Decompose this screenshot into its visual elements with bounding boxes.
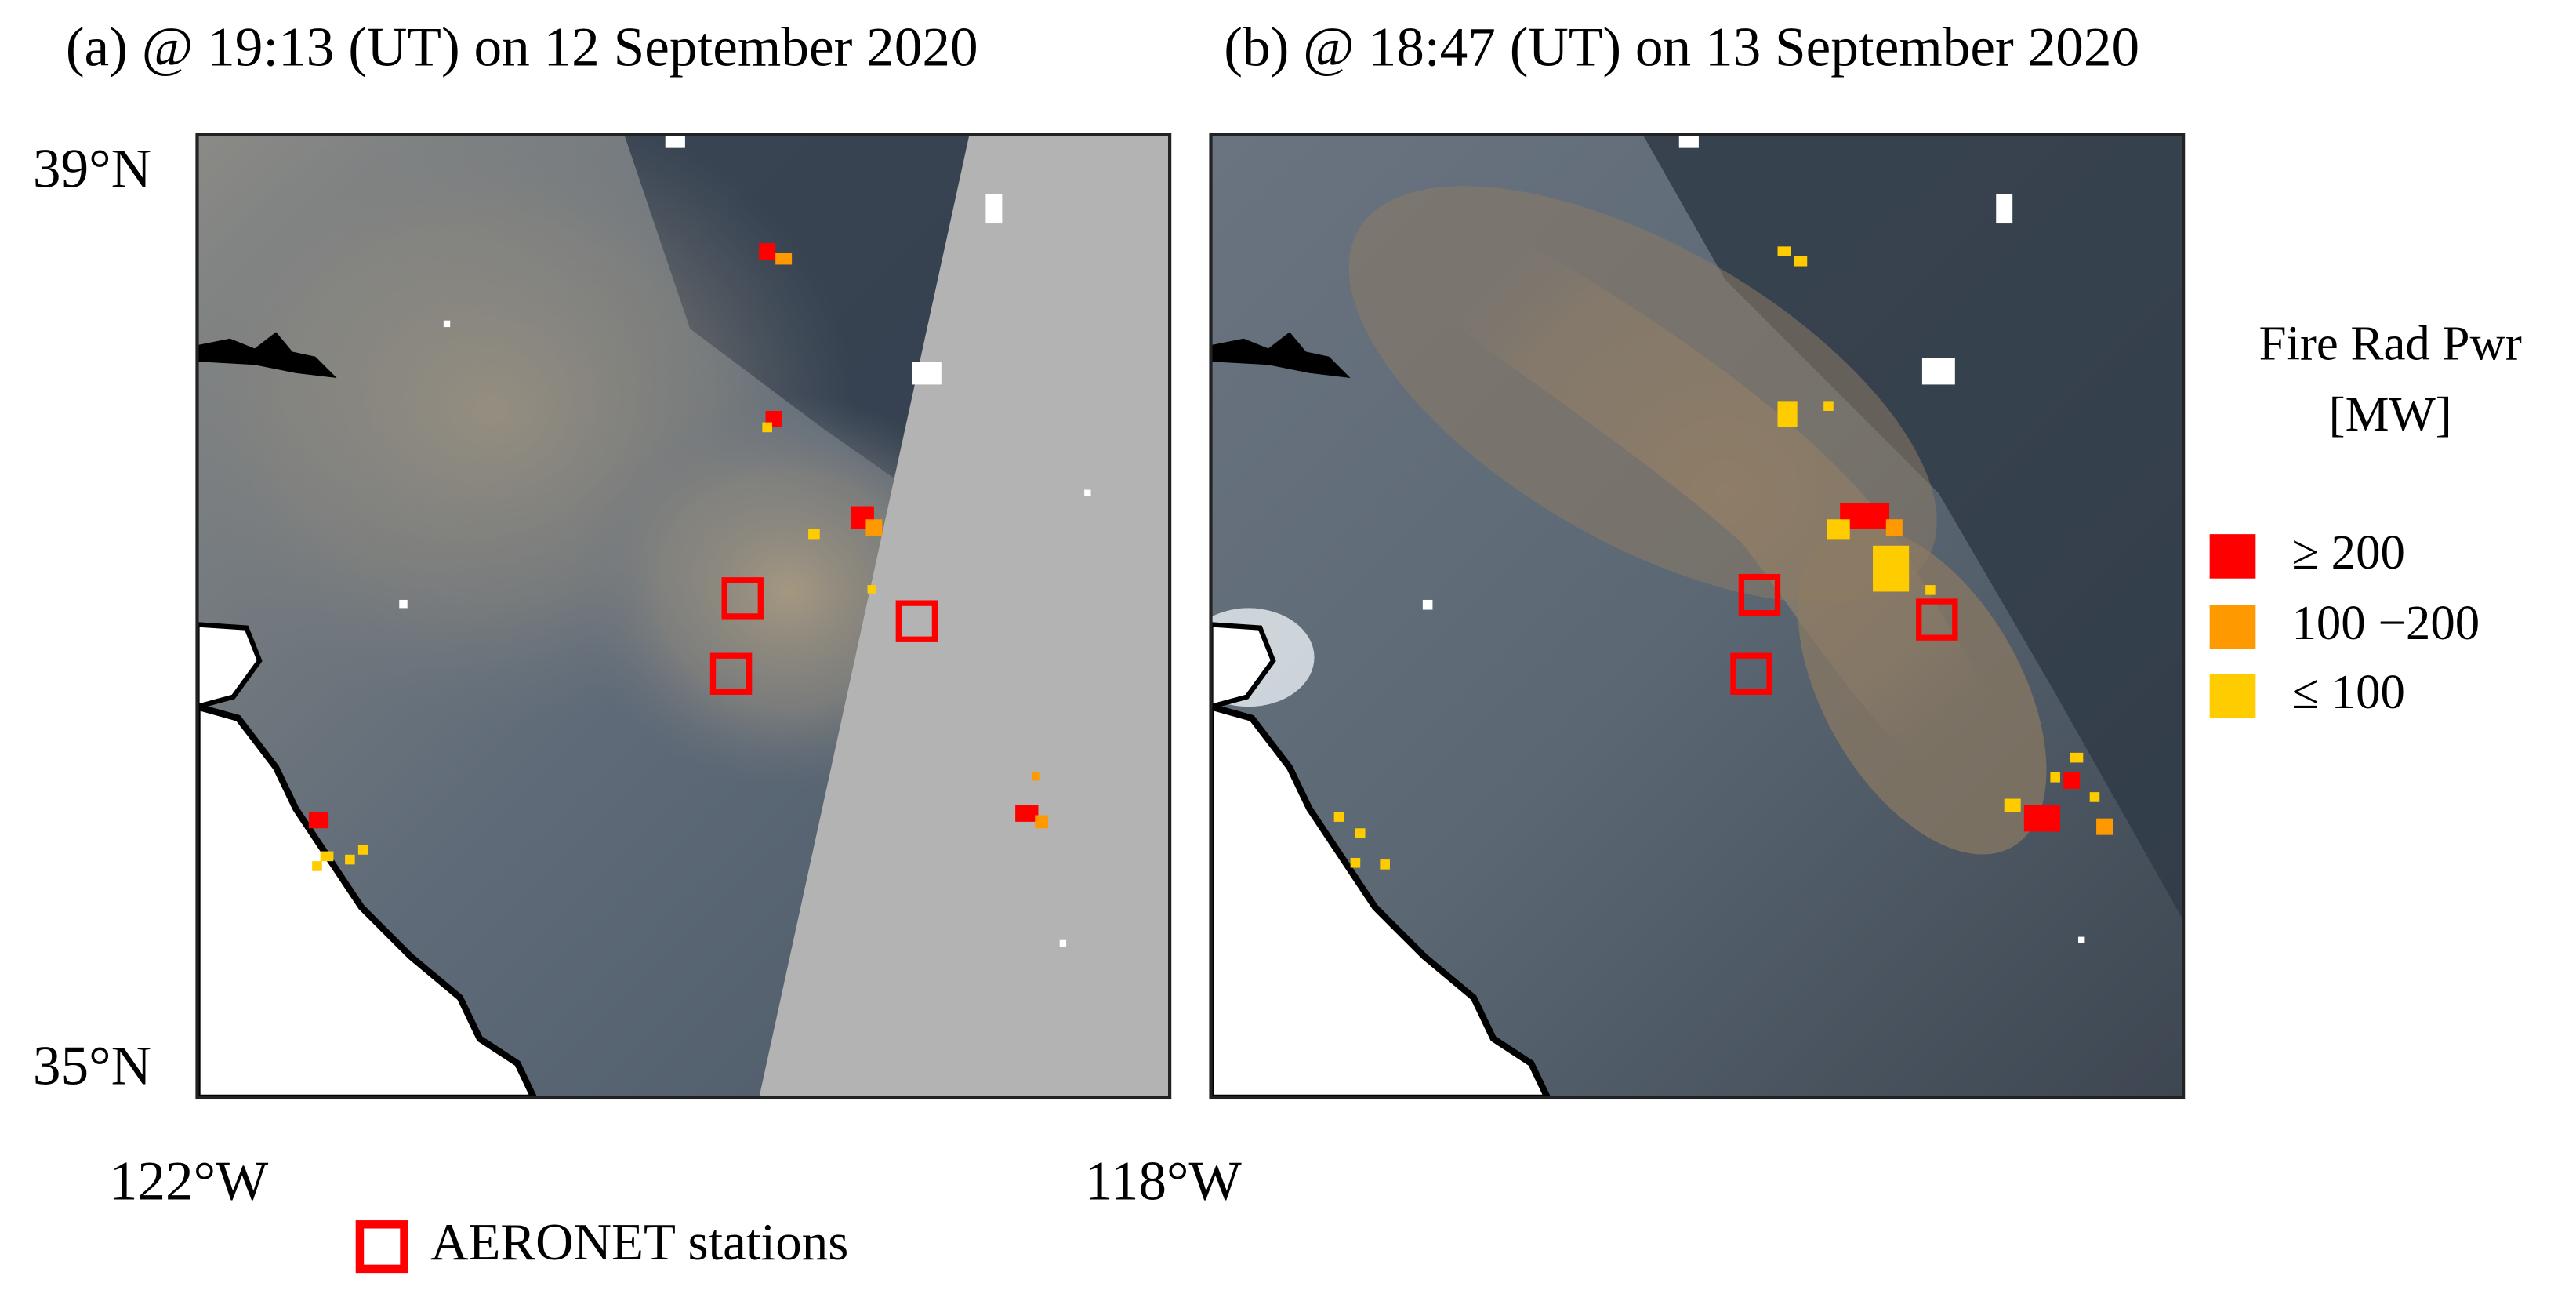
fire-legend-title: Fire Rad Pwr [2259, 316, 2522, 371]
panel-title: (b) @ 18:47 (UT) on 13 September 2020 [1224, 16, 2139, 78]
fire-legend-label: 100 −200 [2291, 595, 2480, 650]
fire-legend-label: ≤ 100 [2291, 664, 2405, 719]
aeronet-stations [1730, 573, 1958, 695]
fire-legend-swatch [2209, 534, 2256, 579]
fire-legend-label: ≥ 200 [2291, 525, 2405, 580]
station-legend-label: AERONET stations [430, 1212, 848, 1271]
lat-label: 39°N [33, 139, 151, 200]
lat-label: 35°N [33, 1036, 151, 1097]
map-panel-b [1210, 134, 2184, 1098]
fire-points [1333, 246, 2113, 870]
fire-points [308, 243, 1049, 871]
panel-frame [195, 133, 1172, 1100]
fire-legend-swatch [2209, 674, 2256, 718]
fire-legend-swatch [2209, 605, 2256, 649]
fire-legend: ≥ 200 100 −200 ≤ 100 [2209, 525, 2480, 719]
map-panel-a [197, 134, 1170, 1098]
lon-label: 118°W [1085, 1150, 1243, 1212]
panel-frame [1209, 133, 2186, 1100]
fire-legend-unit: [MW] [2329, 387, 2452, 442]
panel-title: (a) @ 19:13 (UT) on 12 September 2020 [66, 16, 978, 78]
lon-label: 122°W [110, 1150, 269, 1212]
aeronet-stations [709, 577, 938, 695]
station-legend-swatch [355, 1220, 408, 1274]
